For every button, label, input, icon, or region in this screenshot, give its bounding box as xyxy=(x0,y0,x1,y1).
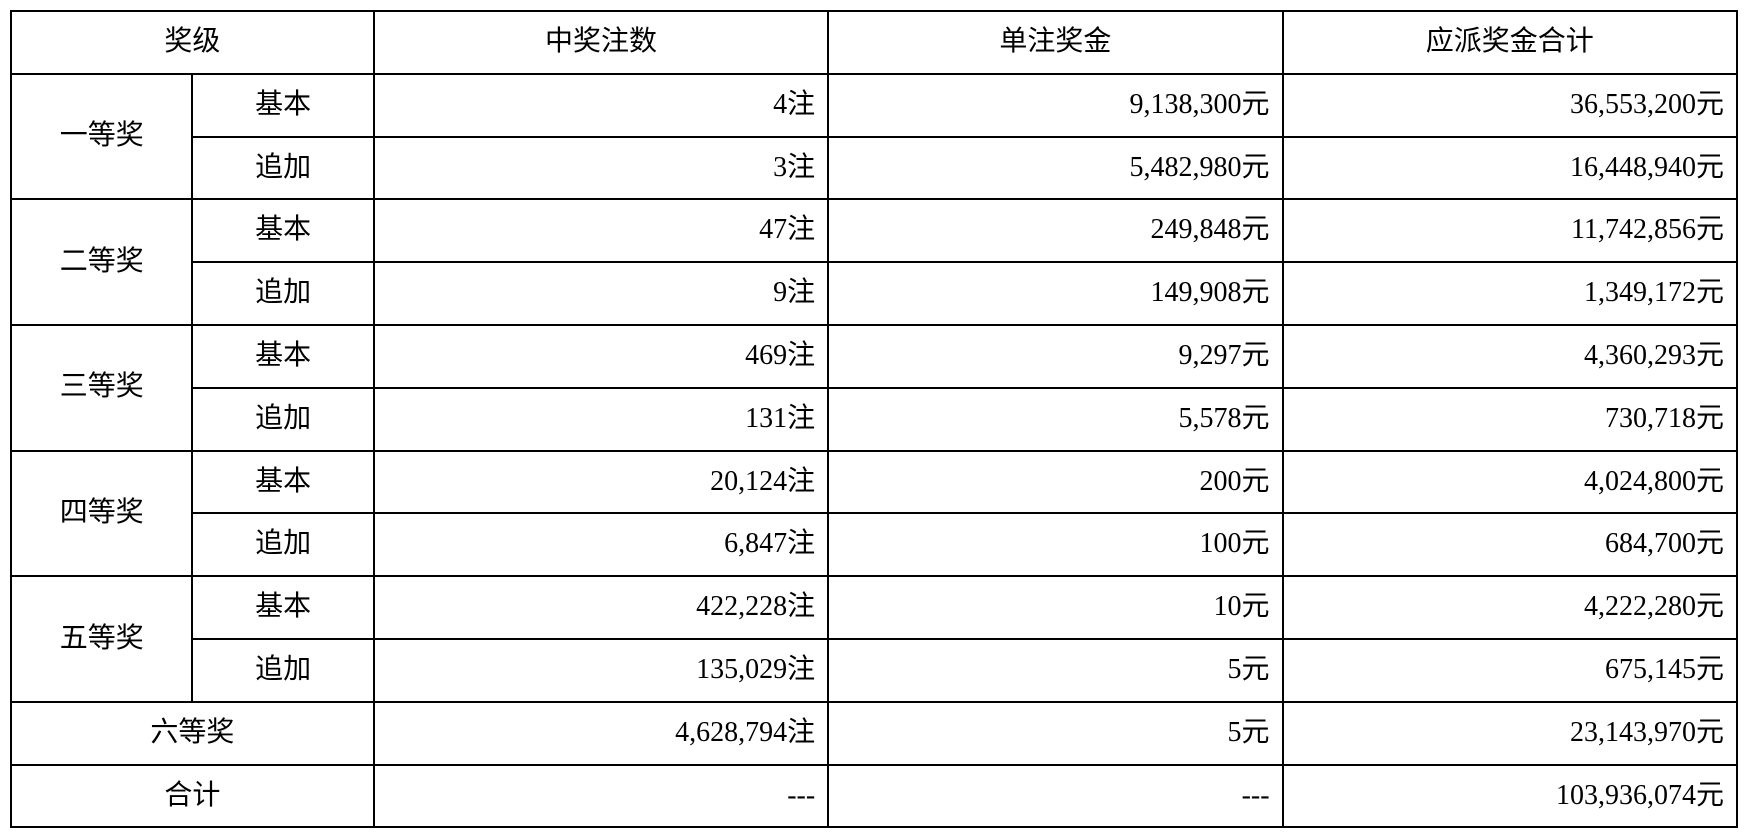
prize-total: 11,742,856元 xyxy=(1283,199,1737,262)
prize-count: 422,228注 xyxy=(374,576,828,639)
prize-count: 4,628,794注 xyxy=(374,702,828,765)
table-row: 三等奖 基本 469注 9,297元 4,360,293元 xyxy=(11,325,1737,388)
prize-subtype: 基本 xyxy=(192,325,373,388)
prize-count: 6,847注 xyxy=(374,513,828,576)
totals-row: 合计 --- --- 103,936,074元 xyxy=(11,765,1737,828)
prize-subtype: 追加 xyxy=(192,639,373,702)
prize-unit: 249,848元 xyxy=(828,199,1282,262)
table-row: 追加 131注 5,578元 730,718元 xyxy=(11,388,1737,451)
table-row: 追加 135,029注 5元 675,145元 xyxy=(11,639,1737,702)
prize-total: 4,222,280元 xyxy=(1283,576,1737,639)
table-row: 追加 6,847注 100元 684,700元 xyxy=(11,513,1737,576)
header-level: 奖级 xyxy=(11,11,374,74)
prize-subtype: 基本 xyxy=(192,74,373,137)
table-row: 四等奖 基本 20,124注 200元 4,024,800元 xyxy=(11,451,1737,514)
prize-count: 3注 xyxy=(374,137,828,200)
prize-total: 675,145元 xyxy=(1283,639,1737,702)
prize-unit: 200元 xyxy=(828,451,1282,514)
prize-count: 4注 xyxy=(374,74,828,137)
prize-subtype: 追加 xyxy=(192,513,373,576)
prize-count: 47注 xyxy=(374,199,828,262)
prize-unit: 10元 xyxy=(828,576,1282,639)
prize-count: 469注 xyxy=(374,325,828,388)
prize-subtype: 追加 xyxy=(192,137,373,200)
prize-subtype: 追加 xyxy=(192,262,373,325)
totals-label: 合计 xyxy=(11,765,374,828)
prize-total: 4,360,293元 xyxy=(1283,325,1737,388)
prize-total: 684,700元 xyxy=(1283,513,1737,576)
table-row: 五等奖 基本 422,228注 10元 4,222,280元 xyxy=(11,576,1737,639)
table-row-sixth: 六等奖 4,628,794注 5元 23,143,970元 xyxy=(11,702,1737,765)
prize-subtype: 基本 xyxy=(192,576,373,639)
prize-total: 4,024,800元 xyxy=(1283,451,1737,514)
header-count: 中奖注数 xyxy=(374,11,828,74)
prize-total: 730,718元 xyxy=(1283,388,1737,451)
prize-subtype: 基本 xyxy=(192,451,373,514)
prize-total: 36,553,200元 xyxy=(1283,74,1737,137)
header-unit: 单注奖金 xyxy=(828,11,1282,74)
header-total: 应派奖金合计 xyxy=(1283,11,1737,74)
prize-level-4: 四等奖 xyxy=(11,451,192,577)
header-row: 奖级 中奖注数 单注奖金 应派奖金合计 xyxy=(11,11,1737,74)
prize-total: 1,349,172元 xyxy=(1283,262,1737,325)
prize-unit: 149,908元 xyxy=(828,262,1282,325)
prize-subtype: 基本 xyxy=(192,199,373,262)
prize-table: 奖级 中奖注数 单注奖金 应派奖金合计 一等奖 基本 4注 9,138,300元… xyxy=(10,10,1738,828)
prize-unit: 5,578元 xyxy=(828,388,1282,451)
prize-unit: 100元 xyxy=(828,513,1282,576)
totals-total: 103,936,074元 xyxy=(1283,765,1737,828)
table-row: 追加 3注 5,482,980元 16,448,940元 xyxy=(11,137,1737,200)
prize-unit: 9,138,300元 xyxy=(828,74,1282,137)
prize-count: 135,029注 xyxy=(374,639,828,702)
table-row: 一等奖 基本 4注 9,138,300元 36,553,200元 xyxy=(11,74,1737,137)
prize-count: 9注 xyxy=(374,262,828,325)
totals-count: --- xyxy=(374,765,828,828)
prize-level-5: 五等奖 xyxy=(11,576,192,702)
prize-level-3: 三等奖 xyxy=(11,325,192,451)
prize-unit: 5元 xyxy=(828,639,1282,702)
prize-total: 23,143,970元 xyxy=(1283,702,1737,765)
table-row: 追加 9注 149,908元 1,349,172元 xyxy=(11,262,1737,325)
prize-unit: 5,482,980元 xyxy=(828,137,1282,200)
prize-unit: 5元 xyxy=(828,702,1282,765)
prize-level-1: 一等奖 xyxy=(11,74,192,200)
totals-unit: --- xyxy=(828,765,1282,828)
prize-unit: 9,297元 xyxy=(828,325,1282,388)
prize-total: 16,448,940元 xyxy=(1283,137,1737,200)
prize-count: 20,124注 xyxy=(374,451,828,514)
prize-level-2: 二等奖 xyxy=(11,199,192,325)
prize-level-6: 六等奖 xyxy=(11,702,374,765)
prize-subtype: 追加 xyxy=(192,388,373,451)
prize-count: 131注 xyxy=(374,388,828,451)
table-row: 二等奖 基本 47注 249,848元 11,742,856元 xyxy=(11,199,1737,262)
